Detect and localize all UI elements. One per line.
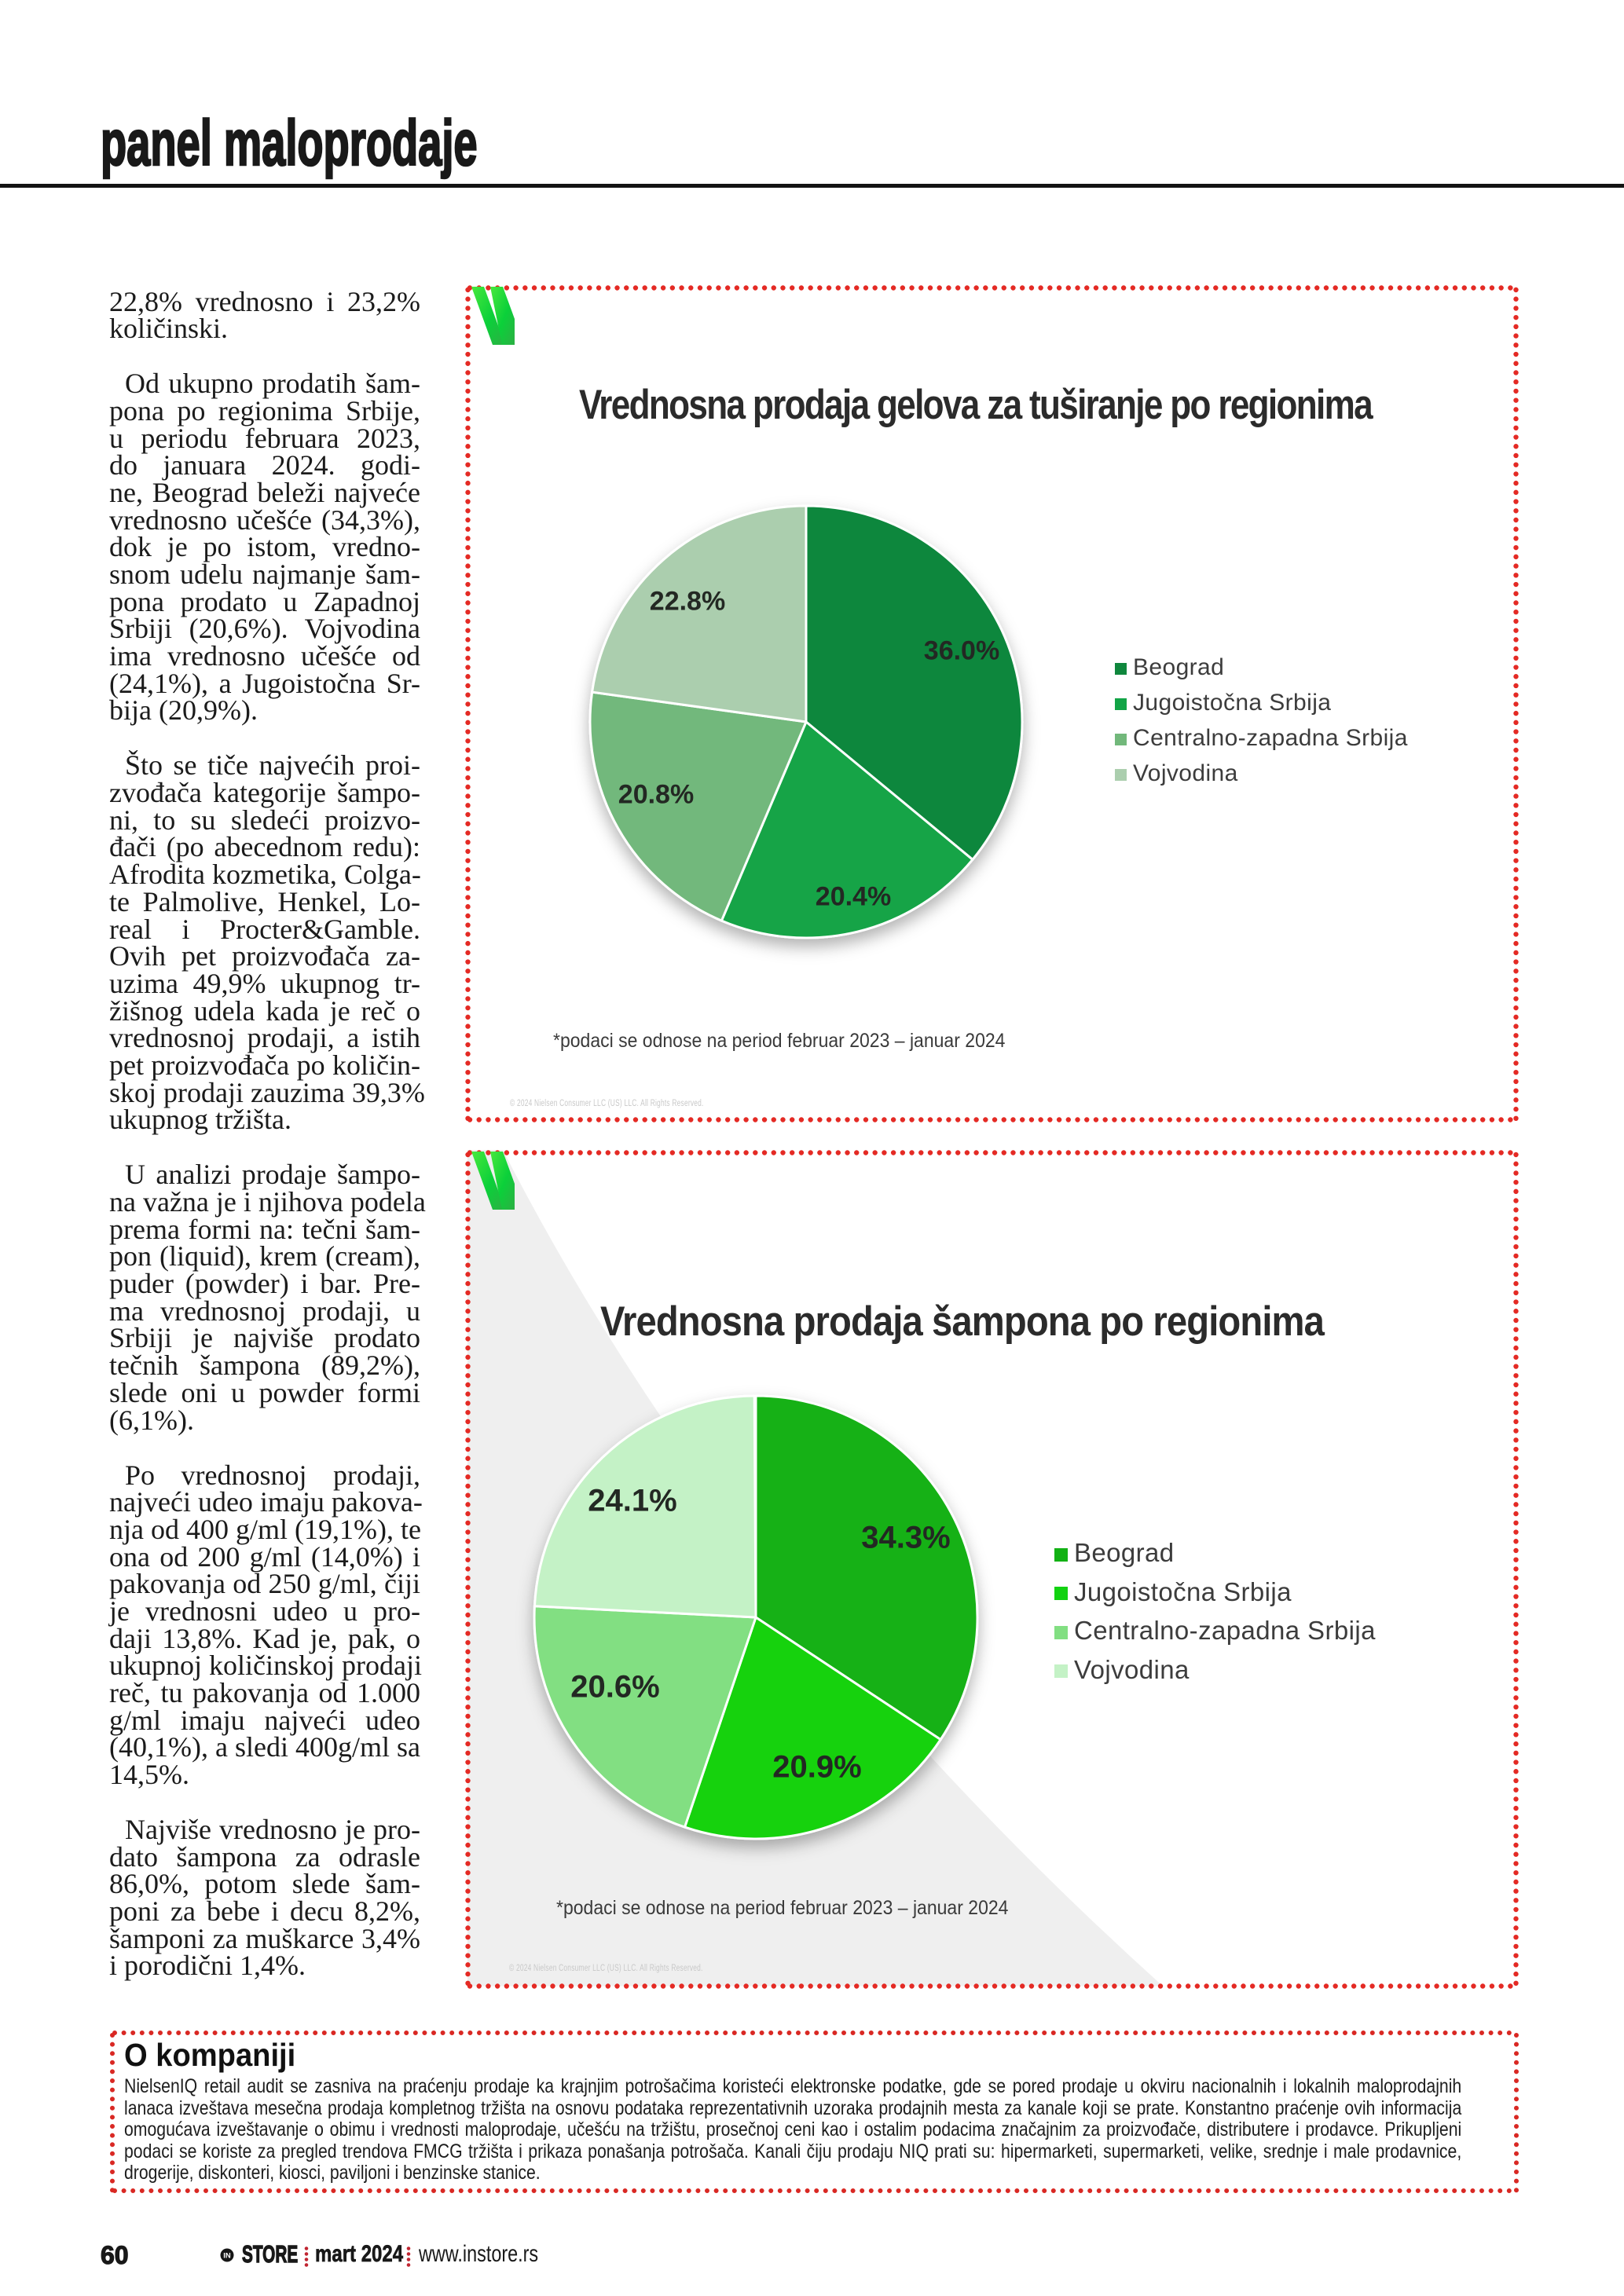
svg-text:IN: IN [223,2252,231,2261]
